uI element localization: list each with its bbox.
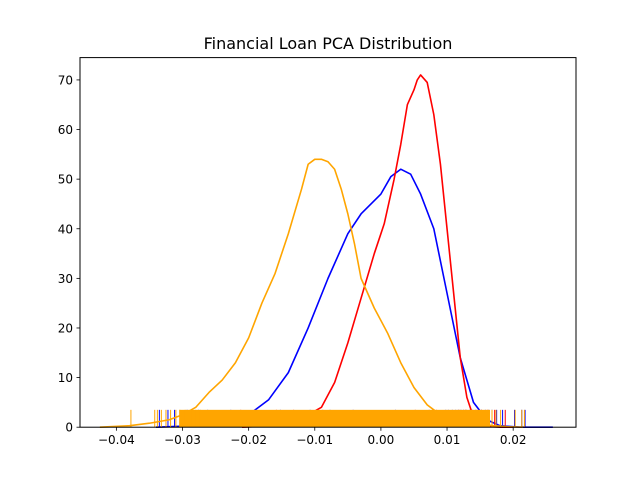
axes-frame (79, 57, 577, 428)
x-axis: −0.04 −0.03 −0.02 −0.01 0.00 0.01 0.02 (98, 427, 527, 447)
plot-content (99, 74, 553, 428)
y-tick-label: 70 (58, 73, 73, 87)
x-tick-label: −0.02 (230, 433, 267, 447)
y-tick-label: 60 (58, 123, 73, 137)
y-tick-label: 0 (65, 421, 73, 435)
y-tick-label: 20 (58, 321, 73, 335)
kde-line (156, 168, 553, 428)
y-tick-label: 50 (58, 173, 73, 187)
chart-title: Financial Loan PCA Distribution (204, 34, 453, 53)
y-tick-label: 30 (58, 272, 73, 286)
y-tick-label: 10 (58, 371, 73, 385)
x-tick-label: 0.01 (434, 433, 461, 447)
y-tick-label: 40 (58, 222, 73, 236)
x-tick-label: −0.01 (296, 433, 333, 447)
x-tick-label: −0.04 (98, 433, 135, 447)
rug-band (179, 409, 491, 428)
kde-line (241, 74, 514, 428)
series-2 (99, 158, 525, 428)
x-tick-label: 0.02 (500, 433, 527, 447)
x-tick-label: 0.00 (368, 433, 395, 447)
y-axis: 0 10 20 30 40 50 60 70 (58, 73, 80, 435)
x-tick-label: −0.03 (164, 433, 201, 447)
